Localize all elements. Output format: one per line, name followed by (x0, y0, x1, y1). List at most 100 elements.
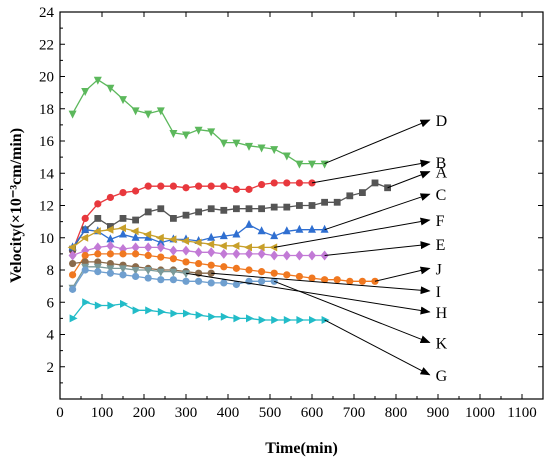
annotation-label-H: H (436, 305, 448, 322)
point-A-24 (371, 179, 379, 187)
point-G-17 (283, 315, 292, 324)
point-E-12 (219, 248, 228, 259)
point-C-19 (308, 224, 316, 233)
annotation-arrow-F (274, 217, 431, 248)
point-E-14 (245, 248, 253, 259)
point-D-4 (119, 96, 127, 105)
point-J-6 (144, 251, 152, 260)
annotation-label-G: G (436, 368, 448, 385)
point-J-2 (94, 250, 102, 258)
point-K-5 (132, 272, 140, 281)
point-B-15 (258, 180, 266, 189)
point-C-18 (295, 224, 304, 233)
point-K-8 (169, 276, 177, 284)
series-K (69, 266, 278, 293)
point-I-3 (106, 259, 114, 268)
point-B-11 (207, 182, 215, 190)
point-K-3 (106, 269, 114, 277)
point-D-3 (106, 84, 115, 93)
annotation-C: C (324, 187, 447, 231)
point-E-3 (106, 240, 115, 251)
point-A-18 (296, 202, 303, 209)
series-B (69, 179, 316, 255)
x-tick-label-1100: 1100 (507, 405, 536, 421)
x-tick-label-1000: 1000 (465, 405, 495, 421)
point-B-17 (283, 179, 291, 187)
point-E-7 (156, 242, 165, 253)
point-E-9 (182, 245, 190, 256)
point-J-13 (232, 264, 240, 272)
point-F-13 (231, 241, 240, 250)
y-tick-label-14: 14 (39, 166, 55, 182)
point-J-18 (295, 272, 303, 281)
series-J (69, 250, 379, 285)
point-C-5 (131, 232, 140, 241)
point-G-6 (145, 306, 154, 315)
series-A (69, 179, 391, 253)
point-C-15 (257, 226, 266, 235)
y-tick-label-2: 2 (47, 360, 55, 376)
point-E-5 (131, 242, 140, 253)
y-tick-label-16: 16 (39, 134, 55, 150)
point-C-17 (282, 226, 291, 235)
point-I-0 (69, 259, 77, 268)
annotation-label-B: B (436, 155, 447, 172)
x-axis-title: Time(min) (265, 440, 338, 457)
point-F-11 (206, 240, 215, 249)
point-E-16 (270, 250, 279, 261)
point-D-8 (169, 129, 178, 138)
annotation-F: F (274, 213, 445, 248)
point-F-2 (92, 227, 101, 236)
point-C-14 (245, 219, 253, 228)
point-A-16 (270, 203, 278, 211)
point-H-2 (93, 263, 102, 272)
point-D-12 (219, 139, 228, 148)
point-A-3 (107, 223, 114, 230)
annotation-I: I (211, 272, 441, 301)
point-F-1 (80, 233, 89, 242)
x-tick-label-300: 300 (175, 405, 198, 421)
point-F-12 (218, 241, 227, 250)
point-H-5 (131, 267, 140, 275)
series-G (69, 298, 330, 324)
point-J-20 (321, 276, 329, 284)
series-group (67, 76, 391, 324)
annotation-label-C: C (436, 187, 447, 204)
point-G-10 (195, 311, 204, 320)
point-G-8 (170, 309, 179, 318)
y-tick-label-18: 18 (39, 102, 54, 118)
point-B-12 (220, 182, 228, 190)
annotation-G: G (324, 319, 448, 385)
annotation-A: A (387, 165, 448, 189)
point-G-9 (183, 309, 191, 318)
point-J-8 (169, 255, 177, 263)
point-B-18 (295, 179, 303, 187)
annotation-arrow-H (185, 272, 431, 315)
point-A-6 (144, 208, 152, 216)
x-tick-label-500: 500 (259, 405, 282, 421)
point-J-4 (119, 250, 127, 258)
point-G-11 (208, 312, 217, 321)
annotation-K: K (274, 280, 448, 353)
y-tick-label-10: 10 (39, 231, 54, 247)
point-J-12 (220, 263, 228, 271)
annotation-label-F: F (436, 213, 445, 230)
point-B-7 (157, 182, 165, 190)
point-B-5 (132, 187, 140, 195)
x-tick-label-600: 600 (301, 405, 324, 421)
point-A-17 (283, 203, 291, 211)
point-D-6 (144, 110, 153, 119)
point-J-16 (270, 269, 278, 277)
point-K-2 (94, 268, 102, 276)
point-C-11 (207, 232, 216, 241)
point-J-21 (333, 276, 341, 284)
x-tick-label-400: 400 (217, 405, 240, 421)
point-B-13 (232, 185, 240, 193)
point-J-23 (358, 277, 366, 285)
annotation-arrow-J (374, 266, 431, 282)
point-B-10 (195, 182, 203, 190)
point-C-4 (119, 229, 127, 238)
point-D-19 (308, 160, 316, 169)
point-D-20 (320, 160, 329, 169)
x-tick-label-800: 800 (385, 405, 408, 421)
